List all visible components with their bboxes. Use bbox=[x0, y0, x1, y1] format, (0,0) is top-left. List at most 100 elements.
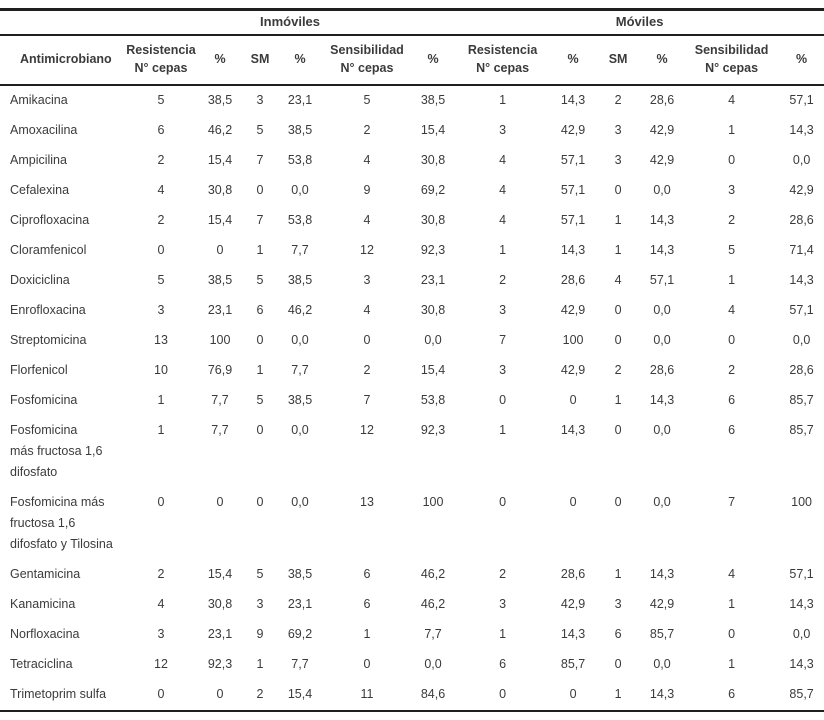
cell-value: 6 bbox=[728, 687, 736, 701]
cell-value: 69,2 bbox=[287, 627, 313, 641]
row-label: Gentamicina bbox=[0, 560, 125, 590]
cell-value: 85,7 bbox=[649, 627, 675, 641]
cell-value: 46,2 bbox=[420, 567, 446, 581]
row-label-line: Cloramfenicol bbox=[10, 243, 87, 257]
cell-value: 15,4 bbox=[287, 687, 313, 701]
cell-value: 4 bbox=[728, 303, 736, 317]
row-label-line: Norfloxacina bbox=[10, 627, 80, 641]
cell-value: 53,8 bbox=[287, 213, 313, 227]
cell-value: 42,9 bbox=[649, 597, 675, 611]
column-header: % bbox=[779, 35, 824, 86]
cell-value: 0,0 bbox=[792, 627, 811, 641]
cell-value: 4 bbox=[728, 93, 736, 107]
cell-value: 2 bbox=[363, 123, 371, 137]
row-label-line: Gentamicina bbox=[10, 567, 81, 581]
table-row: Enrofloxacina 3 23,1 6 46,2 4 30,8 3 42,9 0 0,0 4 57… bbox=[0, 296, 824, 326]
cell-value: 14,3 bbox=[649, 213, 675, 227]
cell-value: 28,6 bbox=[649, 363, 675, 377]
cell-value: 3 bbox=[499, 597, 507, 611]
cell-value: 85,7 bbox=[789, 393, 814, 407]
cell-value: 0 bbox=[157, 495, 165, 509]
cell-value: 0,0 bbox=[792, 333, 811, 347]
cell-value: 15,4 bbox=[207, 567, 233, 581]
cell-value: 14,3 bbox=[560, 627, 586, 641]
row-label-line: fructosa 1,6 bbox=[10, 516, 76, 530]
cell-value: 0 bbox=[499, 495, 507, 509]
cell-value: 3 bbox=[157, 303, 165, 317]
cell-value: 0,0 bbox=[653, 495, 671, 509]
cell-value: 14,3 bbox=[560, 93, 586, 107]
cell-value: 23,1 bbox=[207, 627, 233, 641]
cell-value: 42,9 bbox=[560, 363, 586, 377]
cell-value: 84,6 bbox=[420, 687, 446, 701]
cell-value: 0,0 bbox=[653, 333, 671, 347]
row-label: Fosfomicina bbox=[0, 386, 125, 416]
cell-value: 6 bbox=[499, 657, 507, 671]
cell-value: 7 bbox=[256, 153, 264, 167]
cell-value: 38,5 bbox=[287, 123, 313, 137]
table-row: Tetraciclina 12 92,3 1 7,7 0 0,0 6 85,7 0 0,0 1 14,3 bbox=[0, 650, 824, 680]
cell-value: 1 bbox=[499, 243, 507, 257]
column-header-sublabel: N° cepas bbox=[476, 61, 530, 75]
cell-value: 0 bbox=[499, 687, 507, 701]
cell-value: 0,0 bbox=[653, 423, 671, 437]
cell-value: 0 bbox=[569, 687, 577, 701]
cell-value: 85,7 bbox=[789, 687, 814, 701]
cell-value: 13 bbox=[360, 495, 374, 509]
cell-value: 12 bbox=[360, 423, 374, 437]
column-header: Sensibilidad N° cepas bbox=[323, 35, 411, 86]
cell-value: 6 bbox=[728, 423, 736, 437]
table-row: Streptomicina 13 100 0 0,0 0 0,0 7 100 0 0,0 0 0,0 bbox=[0, 326, 824, 356]
cell-value: 4 bbox=[614, 273, 622, 287]
cell-value: 7,7 bbox=[424, 627, 442, 641]
cell-value: 7 bbox=[256, 213, 264, 227]
cell-value: 7,7 bbox=[291, 243, 309, 257]
table-row: Fosfomicina más fructosa 1,6 difosfato y T… bbox=[0, 488, 824, 560]
row-label: Kanamicina bbox=[0, 590, 125, 620]
cell-value: 2 bbox=[256, 687, 264, 701]
cell-value: 1 bbox=[614, 393, 622, 407]
row-label: Streptomicina bbox=[0, 326, 125, 356]
cell-value: 1 bbox=[728, 657, 736, 671]
cell-value: 42,9 bbox=[649, 123, 675, 137]
cell-value: 3 bbox=[614, 597, 622, 611]
cell-value: 2 bbox=[614, 93, 622, 107]
cell-value: 6 bbox=[614, 627, 622, 641]
cell-value: 23,1 bbox=[287, 597, 313, 611]
cell-value: 1 bbox=[614, 243, 622, 257]
cell-value: 0 bbox=[157, 687, 165, 701]
cell-value: 14,3 bbox=[560, 423, 586, 437]
column-header: % bbox=[550, 35, 597, 86]
column-header-sublabel: N° cepas bbox=[340, 61, 394, 75]
cell-value: 7,7 bbox=[291, 657, 309, 671]
cell-value: 9 bbox=[256, 627, 264, 641]
cell-value: 0,0 bbox=[653, 183, 671, 197]
column-header-label: SM bbox=[608, 52, 628, 66]
row-label-line: Streptomicina bbox=[10, 333, 87, 347]
cell-value: 0,0 bbox=[291, 423, 309, 437]
cell-value: 1 bbox=[614, 567, 622, 581]
row-label-line: Fosfomicina bbox=[10, 423, 78, 437]
cell-value: 14,3 bbox=[560, 243, 586, 257]
cell-value: 5 bbox=[256, 123, 264, 137]
cell-value: 4 bbox=[499, 213, 507, 227]
cell-value: 0,0 bbox=[291, 495, 309, 509]
cell-value: 5 bbox=[728, 243, 736, 257]
column-header: SM bbox=[243, 35, 277, 86]
cell-value: 3 bbox=[614, 153, 622, 167]
cell-value: 42,9 bbox=[560, 303, 586, 317]
cell-value: 0,0 bbox=[653, 303, 671, 317]
cell-value: 4 bbox=[363, 213, 371, 227]
cell-value: 14,3 bbox=[789, 657, 814, 671]
row-label-line: Fosfomicina más bbox=[10, 495, 105, 509]
cell-value: 13 bbox=[154, 333, 168, 347]
row-label: Cloramfenicol bbox=[0, 236, 125, 266]
cell-value: 92,3 bbox=[207, 657, 233, 671]
column-header-label: Resistencia bbox=[126, 43, 196, 57]
column-header-label: % bbox=[567, 52, 579, 66]
cell-value: 14,3 bbox=[789, 123, 814, 137]
cell-value: 57,1 bbox=[789, 567, 814, 581]
cell-value: 0,0 bbox=[424, 657, 442, 671]
cell-value: 2 bbox=[157, 213, 165, 227]
cell-value: 0,0 bbox=[424, 333, 442, 347]
